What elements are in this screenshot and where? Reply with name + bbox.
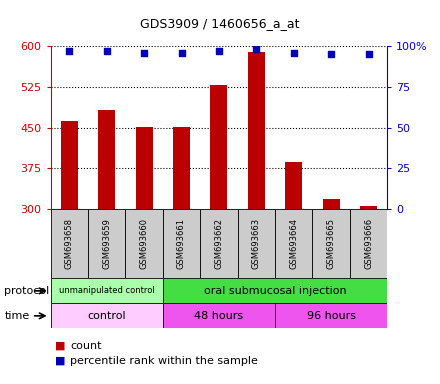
Text: GSM693659: GSM693659 — [102, 218, 111, 269]
Point — [290, 50, 297, 56]
Bar — [51, 303, 163, 328]
Text: unmanipulated control: unmanipulated control — [59, 286, 154, 295]
Text: ■: ■ — [55, 341, 66, 351]
Text: time: time — [4, 311, 29, 321]
Text: 96 hours: 96 hours — [307, 311, 356, 321]
Text: GDS3909 / 1460656_a_at: GDS3909 / 1460656_a_at — [140, 17, 300, 30]
Text: percentile rank within the sample: percentile rank within the sample — [70, 356, 258, 366]
Text: 48 hours: 48 hours — [194, 311, 243, 321]
Bar — [285, 162, 302, 209]
Bar — [275, 209, 312, 278]
Bar — [163, 209, 200, 278]
Bar — [61, 121, 78, 209]
Point — [66, 48, 73, 54]
Point — [141, 50, 148, 56]
Bar — [125, 209, 163, 278]
Point — [216, 48, 223, 54]
Bar — [163, 303, 275, 328]
Bar — [163, 278, 387, 303]
Bar — [173, 127, 190, 209]
Point — [103, 48, 110, 54]
Bar — [350, 209, 387, 278]
Text: GSM693663: GSM693663 — [252, 218, 261, 270]
Text: GSM693658: GSM693658 — [65, 218, 74, 269]
Bar — [360, 206, 377, 209]
Bar — [51, 209, 88, 278]
Text: count: count — [70, 341, 102, 351]
Bar — [248, 51, 265, 209]
Bar — [51, 278, 163, 303]
Text: protocol: protocol — [4, 286, 50, 296]
Text: GSM693660: GSM693660 — [139, 218, 149, 269]
Bar — [136, 127, 153, 209]
Point — [253, 46, 260, 52]
Bar — [275, 303, 387, 328]
Text: oral submucosal injection: oral submucosal injection — [204, 286, 346, 296]
Text: GSM693662: GSM693662 — [214, 218, 224, 269]
Bar — [323, 200, 340, 209]
Text: GSM693665: GSM693665 — [326, 218, 336, 269]
Bar — [88, 209, 125, 278]
Point — [327, 51, 335, 57]
Bar — [98, 110, 115, 209]
Point — [178, 50, 185, 56]
Text: GSM693666: GSM693666 — [364, 218, 373, 270]
Text: ■: ■ — [55, 356, 66, 366]
Bar — [200, 209, 238, 278]
Text: control: control — [88, 311, 126, 321]
Point — [365, 51, 372, 57]
Bar — [312, 209, 350, 278]
Text: GSM693661: GSM693661 — [177, 218, 186, 269]
Text: GSM693664: GSM693664 — [289, 218, 298, 269]
Bar — [210, 85, 227, 209]
Bar — [238, 209, 275, 278]
